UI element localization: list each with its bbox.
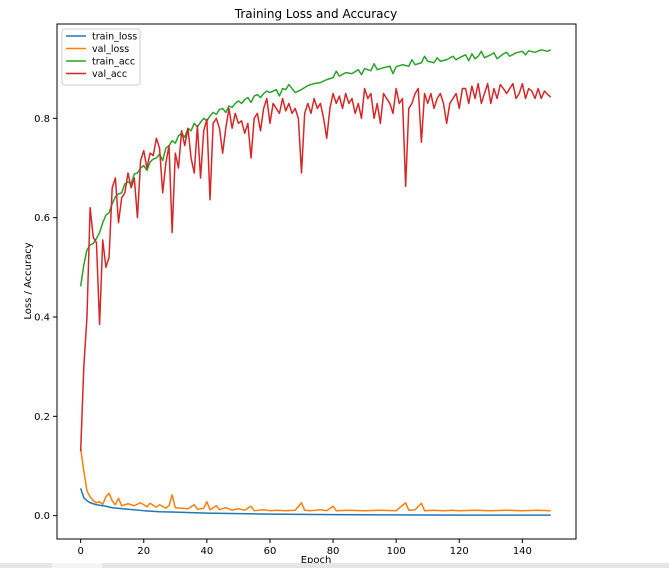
chart-title: Training Loss and Accuracy [234, 7, 397, 21]
legend-label-val_loss: val_loss [92, 44, 129, 55]
legend-label-train_loss: train_loss [92, 31, 137, 42]
legend-label-train_acc: train_acc [92, 56, 135, 67]
horizontal-scrollbar[interactable] [0, 563, 669, 568]
y-tick-label: 0.2 [34, 412, 50, 423]
y-tick-label: 0.8 [34, 114, 50, 125]
x-tick-label: 100 [387, 546, 406, 557]
series-line-val_acc [79, 82, 552, 452]
y-tick-label: 0.0 [34, 511, 50, 522]
x-tick-label: 60 [264, 546, 277, 557]
x-tick-label: 80 [327, 546, 340, 557]
series-line-val_loss [79, 448, 551, 512]
series-line-train_acc [79, 49, 552, 287]
axes-frame [56, 23, 577, 540]
y-tick-label: 0.4 [34, 313, 50, 324]
y-tick-label: 0.6 [34, 213, 50, 224]
x-tick-label: 20 [137, 546, 150, 557]
scrollbar-thumb[interactable] [52, 563, 102, 568]
y-axis: 0.0 0.2 0.4 0.6 0.8 [34, 114, 57, 522]
legend-label-val_acc: val_acc [92, 69, 127, 80]
y-axis-title: Loss / Accuracy [23, 242, 34, 319]
series-line-train_loss [79, 488, 551, 516]
x-tick-label: 0 [77, 546, 83, 557]
plot-lines [79, 49, 552, 516]
legend-box [61, 28, 141, 86]
x-tick-label: 120 [450, 546, 469, 557]
x-tick-label: 140 [513, 546, 532, 557]
x-axis-title: Epoch [301, 555, 332, 566]
x-tick-label: 40 [200, 546, 213, 557]
x-axis: 0 20 40 60 80 100 120 140 [77, 539, 532, 557]
